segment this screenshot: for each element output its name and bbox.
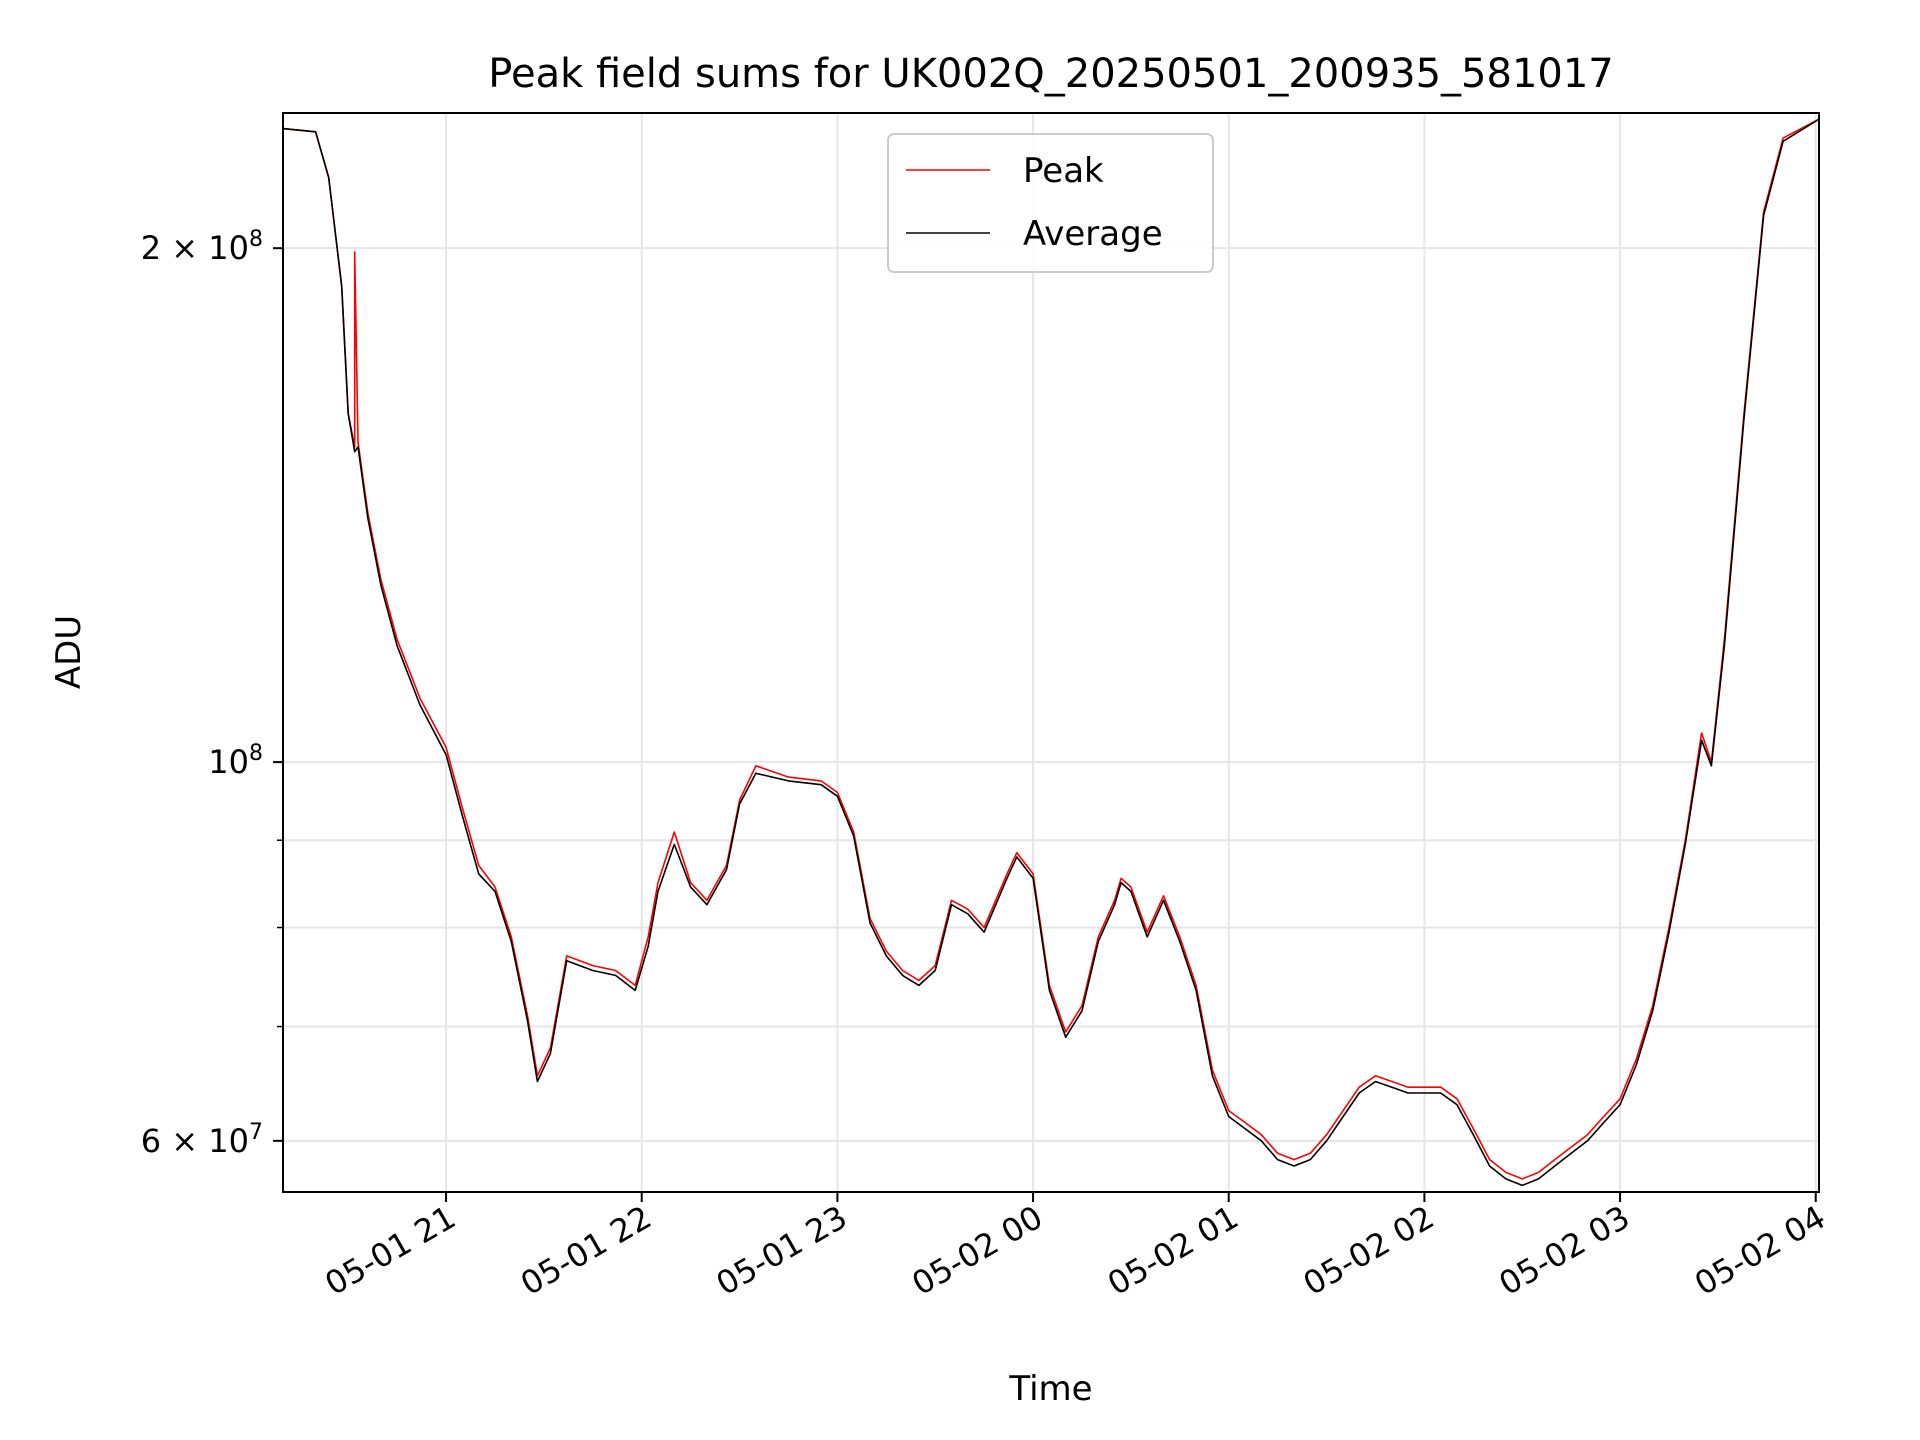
legend-box <box>887 133 1214 273</box>
y-tick-label: 2 × 108 <box>141 227 263 267</box>
x-tick-label: 05-02 01 <box>1101 1198 1245 1303</box>
y-axis: 6 × 107 108 2 × 108 <box>141 227 283 1160</box>
y-tick-label: 6 × 107 <box>141 1120 263 1160</box>
legend-label-peak: Peak <box>1023 151 1104 191</box>
legend-label-average: Average <box>1023 214 1163 254</box>
x-axis: 05-01 21 05-01 22 05-01 23 05-02 00 05-02 01… <box>318 1192 1832 1303</box>
x-tick-label: 05-02 04 <box>1688 1198 1832 1303</box>
series-layer <box>282 118 1820 1187</box>
y-axis-label: ADU <box>49 615 89 689</box>
x-axis-label: Time <box>1008 1369 1092 1409</box>
grid <box>283 113 1819 1192</box>
x-tick-label: 05-01 22 <box>514 1198 658 1303</box>
series-line-average <box>282 118 1820 1187</box>
y-tick-label: 108 <box>208 741 263 781</box>
x-tick-label: 05-02 02 <box>1297 1198 1441 1303</box>
x-tick-label: 05-02 00 <box>905 1198 1049 1303</box>
legend: Peak Average <box>887 133 1214 273</box>
series-line-peak <box>282 118 1820 1180</box>
x-tick-label: 05-01 21 <box>318 1198 462 1303</box>
x-tick-label: 05-01 23 <box>710 1198 854 1303</box>
chart-title: Peak field sums for UK002Q_20250501_2009… <box>488 51 1613 97</box>
x-tick-label: 05-02 03 <box>1492 1198 1636 1303</box>
plot-frame <box>282 112 1820 1193</box>
